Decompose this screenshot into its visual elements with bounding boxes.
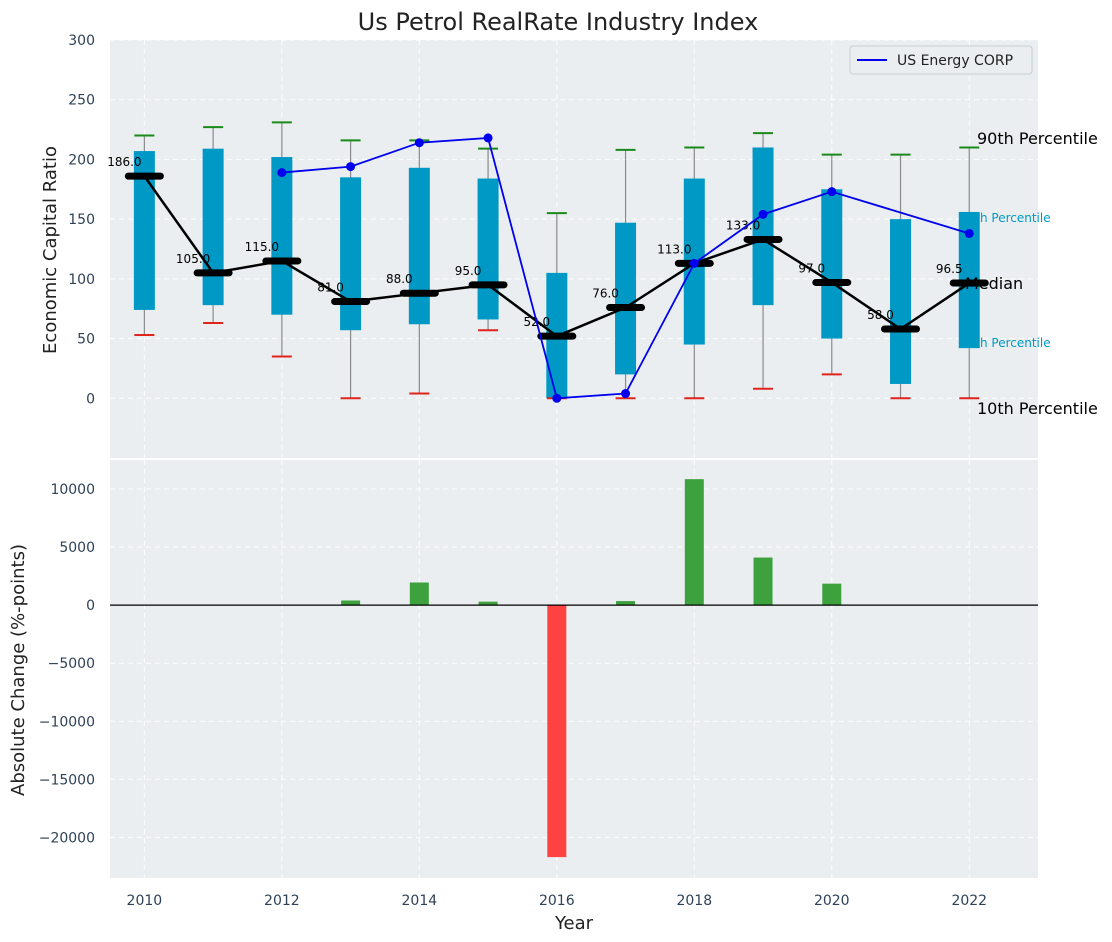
change-bar-2016 <box>547 605 567 858</box>
x-tick-label: 2016 <box>539 893 575 909</box>
x-tick-label: 2012 <box>264 893 300 909</box>
bottom-y-axis-label: Absolute Change (%-points) <box>8 544 29 796</box>
median-label-2020: 97.0 <box>798 261 825 275</box>
y-tick-label: 0 <box>86 391 95 407</box>
box-2014 <box>408 167 430 325</box>
company-point-2019 <box>758 209 768 219</box>
x-tick-label: 2018 <box>676 893 712 909</box>
y-tick-label: 50 <box>77 332 95 348</box>
percentile-annotations: 90th Percentile 75th Percentile Median 2… <box>960 129 1098 418</box>
company-point-2022 <box>964 228 974 238</box>
y-tick-label: 10000 <box>50 482 95 498</box>
y-tick-label: 250 <box>68 93 95 109</box>
annotation-90th-percentile: 90th Percentile <box>977 129 1098 148</box>
median-label-2021: 58.0 <box>867 308 894 322</box>
change-bar-2020 <box>822 583 842 606</box>
x-tick-label: 2010 <box>127 893 163 909</box>
y-tick-label: 150 <box>68 212 95 228</box>
x-tick-label: 2020 <box>814 893 850 909</box>
y-tick-label: 300 <box>68 33 95 49</box>
median-label-2014: 88.0 <box>386 272 413 286</box>
top-y-ticks: 0 50 100 150 200 250 300 <box>68 33 95 407</box>
median-label-2011: 105.0 <box>176 252 210 266</box>
bottom-plot-area <box>110 460 1038 878</box>
median-label-2010: 186.0 <box>107 155 141 169</box>
x-axis-label: Year <box>554 913 594 934</box>
company-point-2012 <box>277 168 287 178</box>
change-bar-2014 <box>409 582 429 606</box>
change-bar-2019 <box>753 557 773 606</box>
x-tick-label: 2022 <box>951 893 987 909</box>
company-line <box>281 136 970 400</box>
annotation-median: Median <box>965 274 1023 293</box>
legend-label: US Energy CORP <box>897 53 1013 69</box>
box-2012 <box>271 157 293 315</box>
box-2013 <box>340 177 362 331</box>
company-point-2020 <box>827 187 837 197</box>
y-tick-label: −15000 <box>39 772 95 788</box>
box-2021 <box>890 219 912 384</box>
bottom-plot <box>110 479 1038 858</box>
box-2011 <box>202 148 224 306</box>
company-point-2017 <box>621 389 631 399</box>
y-tick-label: 100 <box>68 272 95 288</box>
y-tick-label: 5000 <box>59 540 95 556</box>
annotation-25th-percentile: 25th Percentile <box>960 336 1051 350</box>
median-label-2013: 81.0 <box>317 281 344 295</box>
bottom-y-ticks: −20000 −15000 −10000 −5000 0 5000 10000 <box>39 482 95 846</box>
top-y-axis-label: Economic Capital Ratio <box>40 146 61 354</box>
annotation-75th-percentile: 75th Percentile <box>960 211 1051 225</box>
box-2017 <box>615 222 637 375</box>
y-tick-label: −5000 <box>48 656 95 672</box>
y-tick-label: −20000 <box>39 830 95 846</box>
change-bar-2017 <box>616 601 636 606</box>
company-point-2014 <box>414 138 424 148</box>
median-label-2012: 115.0 <box>245 240 279 254</box>
annotation-10th-percentile: 10th Percentile <box>977 399 1098 418</box>
box-2020 <box>821 189 843 339</box>
median-label-2017: 76.0 <box>592 287 619 301</box>
company-point-2018 <box>689 258 699 268</box>
change-bar-2013 <box>341 600 361 606</box>
chart-title: Us Petrol RealRate Industry Index <box>358 8 759 36</box>
change-bar-2015 <box>478 601 498 606</box>
x-ticks: 2010 2012 2014 2016 2018 2020 2022 <box>127 893 988 909</box>
median-label-2022: 96.5 <box>936 262 963 276</box>
change-bar-2018 <box>684 479 704 606</box>
company-point-2015 <box>483 133 493 143</box>
box-2010 <box>133 151 155 310</box>
top-plot-area <box>110 40 1038 458</box>
company-point-2016 <box>552 393 562 403</box>
legend-box <box>849 45 1033 75</box>
box-2015 <box>477 178 499 320</box>
x-tick-label: 2014 <box>402 893 438 909</box>
legend: US Energy CORP <box>849 45 1033 75</box>
y-tick-label: 200 <box>68 152 95 168</box>
median-label-2015: 95.0 <box>455 264 482 278</box>
y-tick-label: −10000 <box>39 714 95 730</box>
top-plot: 186.0105.0115.081.088.095.052.076.0113.0… <box>107 121 989 403</box>
company-point-2013 <box>346 162 356 172</box>
y-tick-label: 0 <box>86 598 95 614</box>
box-2019 <box>752 147 774 306</box>
median-label-2018: 113.0 <box>657 242 691 256</box>
